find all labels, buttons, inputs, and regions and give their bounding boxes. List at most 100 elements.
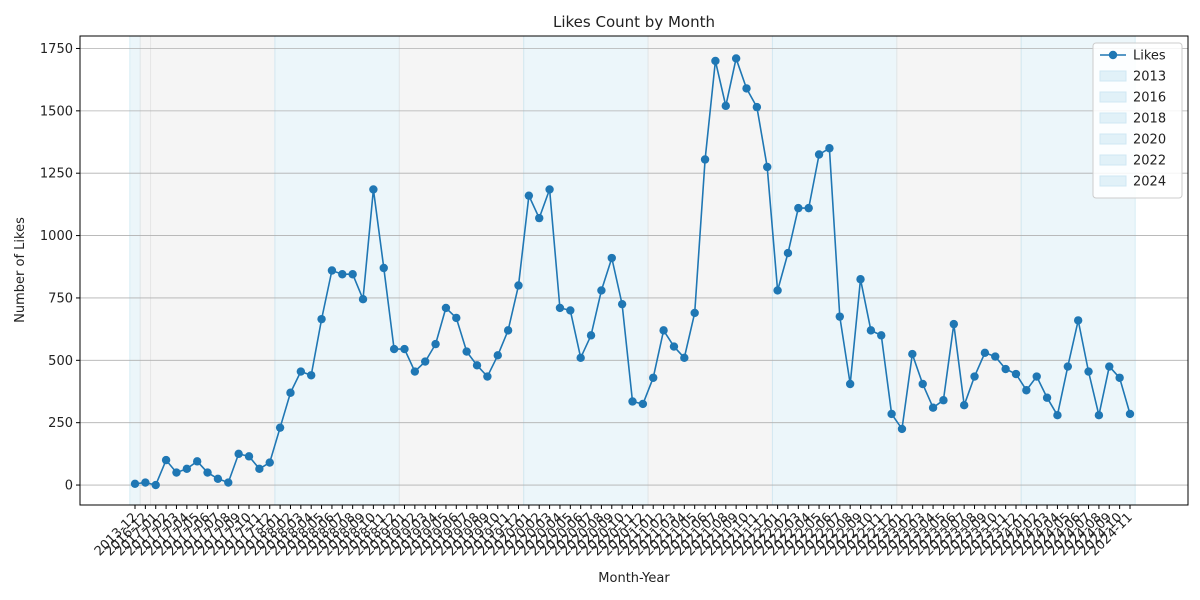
data-point-2013-12 (130, 479, 140, 488)
data-point-2020-09 (607, 253, 616, 263)
data-point-2020-02 (535, 213, 544, 223)
legend-patch-2018 (1099, 112, 1127, 124)
data-point-2024-08 (1094, 410, 1104, 420)
data-point-2020-11 (628, 397, 637, 406)
data-point-2018-12 (389, 344, 399, 354)
year-band-2013 (129, 35, 141, 506)
data-point-2019-10 (493, 351, 502, 360)
data-point-2017-05 (192, 457, 202, 466)
data-point-2019-06 (452, 313, 461, 323)
data-point-2019-09 (483, 372, 492, 381)
data-point-2021-12 (763, 162, 772, 172)
legend: Likes 2013 2016 2018 2020 2022 2024 (1092, 42, 1183, 199)
data-point-2018-03 (296, 367, 306, 376)
data-point-2017-01 (151, 480, 160, 490)
y-tick-label: 1750 (40, 42, 73, 57)
gridlines (80, 48, 1188, 486)
data-point-2022-08 (845, 379, 855, 389)
y-tick-label: 0 (65, 479, 73, 494)
data-point-2018-07 (338, 270, 347, 279)
data-point-2018-06 (327, 266, 337, 275)
legend-marker-swatch (1108, 50, 1118, 60)
year-band-2019 (398, 35, 525, 506)
data-point-2021-09 (731, 54, 741, 63)
data-point-2019-07 (462, 347, 471, 356)
data-point-2020-10 (617, 299, 627, 309)
data-point-2018-04 (306, 371, 316, 380)
data-point-2024-01 (1022, 386, 1031, 395)
data-point-2024-09 (1105, 362, 1114, 371)
data-point-2023-12 (1011, 369, 1021, 379)
data-point-2023-07 (959, 401, 969, 410)
data-point-2022-07 (835, 312, 844, 321)
legend-label-2022: 2022 (1133, 154, 1166, 169)
data-point-2022-10 (866, 326, 876, 335)
data-point-2018-02 (286, 388, 295, 397)
data-point-2020-04 (555, 303, 565, 313)
data-point-2023-02 (908, 349, 917, 359)
y-axis: 0 250 500 750 1000 1250 1500 1750 (40, 42, 80, 494)
data-point-2023-03 (918, 379, 927, 389)
data-point-2022-03 (794, 203, 803, 213)
data-point-2021-11 (752, 102, 762, 112)
data-point-2023-05 (939, 396, 948, 405)
data-point-2023-09 (980, 348, 990, 358)
year-band-2022 (771, 35, 898, 506)
year-band-2016 (139, 35, 152, 506)
data-point-2017-03 (172, 468, 181, 477)
data-point-2022-06 (825, 144, 834, 153)
data-point-2017-10 (244, 452, 254, 461)
data-point-2022-05 (814, 150, 824, 159)
year-band-2018 (274, 35, 400, 506)
data-point-2019-01 (400, 344, 409, 354)
y-tick-label: 1000 (40, 229, 73, 244)
data-point-2017-12 (265, 458, 274, 467)
data-point-2017-09 (234, 449, 243, 459)
y-tick-label: 1250 (40, 167, 73, 182)
data-point-2021-06 (700, 155, 710, 164)
data-point-2019-05 (441, 303, 451, 313)
legend-label-2020: 2020 (1133, 133, 1166, 148)
data-point-2019-08 (472, 361, 482, 370)
data-point-2024-07 (1084, 367, 1093, 376)
y-tick-label: 750 (48, 291, 73, 306)
data-point-2017-02 (161, 455, 171, 465)
data-point-2021-10 (742, 84, 751, 93)
data-point-2021-02 (659, 326, 668, 335)
data-point-2022-11 (877, 331, 886, 340)
plot-frame (79, 35, 1189, 506)
data-point-2021-03 (669, 342, 679, 351)
legend-label-2013: 2013 (1133, 70, 1166, 85)
data-point-2022-09 (856, 275, 865, 284)
x-axis-label: Month-Year (598, 571, 670, 586)
year-band-2023 (896, 35, 1022, 506)
data-point-2021-08 (721, 101, 730, 111)
data-point-2024-04 (1053, 410, 1062, 420)
data-point-2023-11 (1001, 364, 1010, 374)
data-point-2022-01 (773, 286, 782, 295)
data-point-2024-11 (1125, 409, 1135, 419)
data-point-2022-04 (804, 203, 813, 213)
data-point-2018-08 (348, 270, 357, 279)
data-point-2021-04 (680, 353, 689, 363)
data-point-2020-05 (566, 306, 575, 315)
x-axis: 2013-122016-122017-012017-022017-032017-… (92, 505, 1136, 559)
data-point-2018-05 (317, 314, 326, 324)
year-band-2020 (523, 35, 649, 506)
data-point-2019-12 (514, 281, 523, 290)
data-point-2024-03 (1042, 393, 1052, 402)
data-point-2020-01 (524, 191, 534, 200)
data-point-2023-01 (897, 424, 907, 434)
data-point-2017-08 (224, 478, 233, 487)
data-point-2024-10 (1115, 373, 1124, 382)
data-point-2016-12 (141, 478, 150, 487)
chart-title: Likes Count by Month (553, 13, 715, 31)
y-tick-label: 250 (48, 416, 73, 431)
data-point-2018-10 (369, 185, 378, 194)
data-point-2022-02 (783, 248, 793, 258)
data-point-2018-01 (275, 423, 285, 432)
data-point-2024-06 (1073, 316, 1083, 325)
y-tick-label: 1500 (40, 104, 73, 119)
data-point-2020-07 (586, 331, 596, 340)
